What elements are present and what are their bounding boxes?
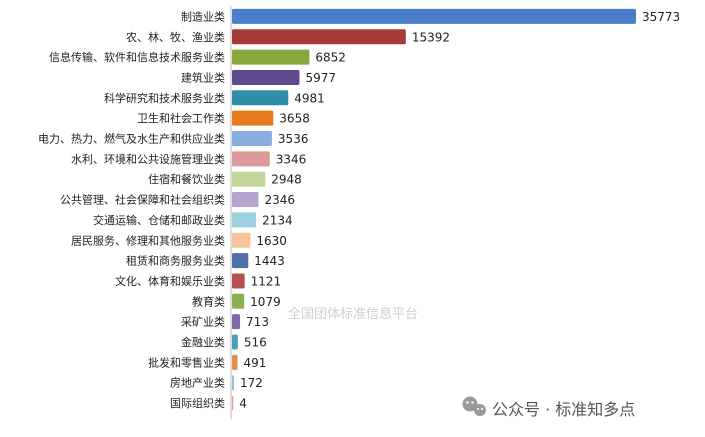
category-label: 卫生和社会工作类 [137, 111, 225, 125]
category-label: 采矿业类 [181, 315, 225, 329]
category-label: 教育类 [192, 294, 225, 308]
bar [232, 253, 249, 269]
category-label: 电力、热力、燃气及水生产和供应业类 [38, 132, 225, 146]
bar [232, 192, 259, 208]
value-label: 15392 [412, 30, 450, 44]
wechat-icon [462, 396, 486, 416]
bar [232, 232, 251, 248]
bar-group: 制造业类 35773 农、林、牧、渔业类 15392 信息传输、软件和信息技术服务业类 6… [38, 8, 680, 411]
bar [232, 273, 245, 289]
bar [232, 131, 272, 146]
bar [232, 90, 289, 106]
category-label: 房地产业类 [170, 376, 225, 390]
bar [232, 171, 266, 187]
category-label: 交通运输、仓储和邮政业类 [93, 213, 225, 227]
bar [232, 395, 234, 411]
value-label: 1443 [254, 254, 285, 268]
value-label: 2134 [262, 213, 293, 227]
category-label: 国际组织类 [170, 396, 225, 410]
bar [232, 354, 238, 370]
bar [232, 314, 241, 330]
category-label: 农、林、牧、渔业类 [126, 30, 225, 44]
value-label: 4981 [294, 91, 325, 105]
category-label: 水利、环境和公共设施管理业类 [71, 152, 225, 166]
value-label: 3536 [278, 132, 309, 146]
category-label: 公共管理、社会保障和社会组织类 [60, 193, 225, 207]
bar [232, 151, 270, 167]
value-label: 3346 [276, 152, 307, 166]
bar [232, 334, 238, 350]
bar [232, 375, 234, 391]
category-label: 文化、体育和娱乐业类 [115, 274, 225, 288]
value-label: 491 [244, 356, 267, 370]
brand-mark: 公众号 · 标准知多点 [462, 396, 635, 419]
value-label: 713 [246, 315, 269, 329]
value-label: 2948 [271, 173, 302, 187]
value-label: 5977 [306, 71, 337, 85]
value-label: 1079 [250, 295, 281, 309]
brand-text: 公众号 · 标准知多点 [492, 400, 635, 419]
value-label: 2346 [264, 193, 295, 207]
bar [232, 69, 300, 85]
value-label: 6852 [315, 51, 346, 65]
bar [232, 49, 310, 65]
category-label: 金融业类 [181, 335, 225, 349]
category-label: 科学研究和技术服务业类 [104, 91, 225, 105]
category-label: 信息传输、软件和信息技术服务业类 [49, 50, 225, 64]
watermark-text: 全国团体标准信息平台 [288, 306, 418, 322]
category-label: 制造业类 [181, 9, 225, 23]
bar [232, 8, 636, 24]
bar [232, 293, 245, 309]
value-label: 1630 [256, 234, 287, 248]
category-label: 住宿和餐饮业类 [148, 172, 225, 186]
value-label: 3658 [279, 112, 310, 126]
category-label: 租赁和商务服务业类 [126, 254, 225, 268]
value-label: 35773 [642, 10, 680, 24]
value-label: 4 [239, 397, 247, 411]
bar [232, 110, 274, 126]
value-label: 516 [244, 336, 267, 350]
bar [232, 212, 257, 228]
category-label: 建筑业类 [181, 70, 225, 84]
category-label: 居民服务、修理和其他服务业类 [71, 233, 225, 247]
value-label: 1121 [251, 274, 282, 288]
category-label: 批发和零售业类 [148, 355, 225, 369]
value-label: 172 [240, 376, 263, 390]
bar [232, 29, 406, 45]
